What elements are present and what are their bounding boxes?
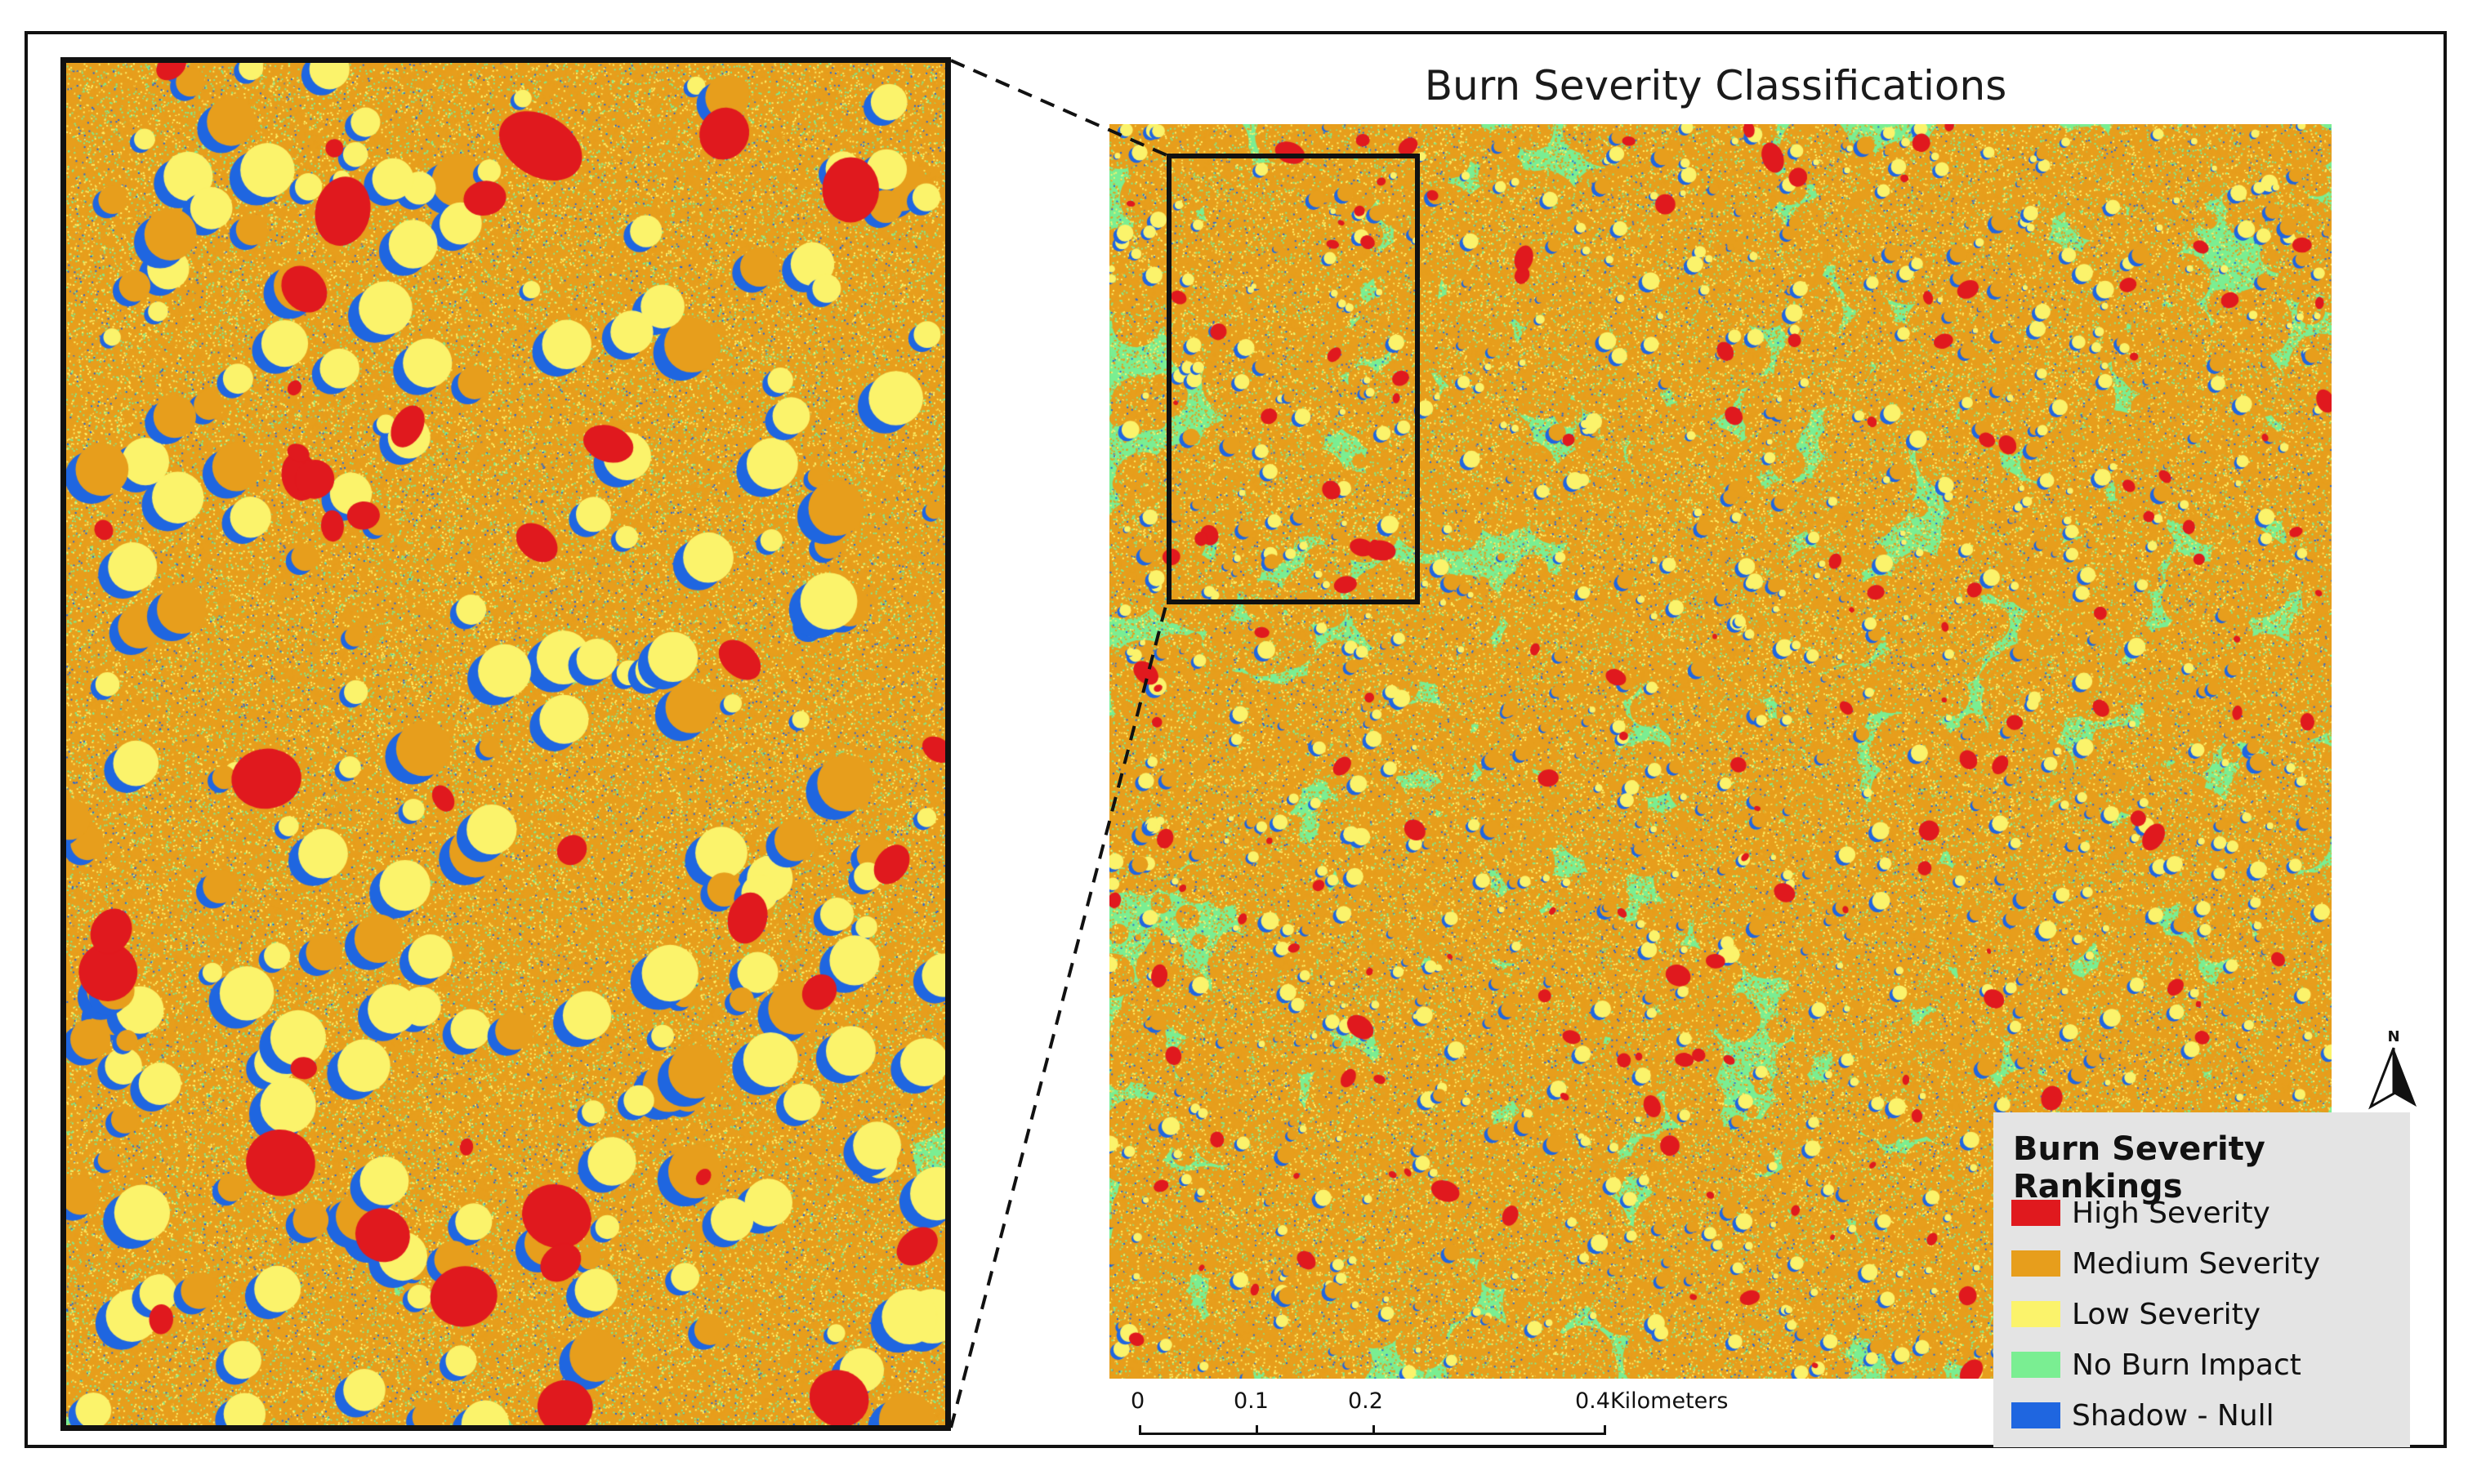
scale-bar-line: [1139, 1423, 1606, 1435]
legend-swatch-shadow: [2011, 1402, 2060, 1428]
map-title: Burn Severity Classifications: [1424, 62, 2007, 109]
legend-label-none: No Burn Impact: [2072, 1348, 2301, 1382]
scale-tick: [1256, 1425, 1258, 1435]
scale-bar: 0 0.1 0.2 0.4Kilometers: [1127, 1388, 1732, 1454]
scale-tick-label-1: 0.1: [1234, 1388, 1269, 1414]
legend-label-high: High Severity: [2072, 1196, 2270, 1230]
legend-swatch-high: [2011, 1200, 2060, 1226]
legend-item-none: No Burn Impact: [2011, 1344, 2301, 1385]
legend-swatch-none: [2011, 1352, 2060, 1378]
legend-item-shadow: Shadow - Null: [2011, 1395, 2274, 1436]
scale-tick: [1139, 1425, 1141, 1435]
north-arrow-icon: N: [2368, 1028, 2417, 1110]
inset-map[interactable]: [60, 57, 951, 1431]
legend-label-medium: Medium Severity: [2072, 1246, 2321, 1281]
legend-item-low: Low Severity: [2011, 1294, 2261, 1335]
legend-item-high: High Severity: [2011, 1192, 2270, 1233]
legend-swatch-low: [2011, 1301, 2060, 1327]
scale-tick: [1372, 1425, 1375, 1435]
scale-tick-label-0: 0: [1131, 1388, 1145, 1414]
legend-item-medium: Medium Severity: [2011, 1243, 2320, 1284]
map-frame: [25, 31, 2447, 1448]
scale-unit: Kilometers: [1609, 1388, 1729, 1414]
legend-label-shadow: Shadow - Null: [2072, 1398, 2274, 1433]
north-label: N: [2387, 1028, 2399, 1045]
scale-tick-label-3: 0.4Kilometers: [1575, 1388, 1729, 1414]
legend-label-low: Low Severity: [2072, 1297, 2261, 1331]
scale-tick: [1604, 1425, 1606, 1435]
legend: Burn Severity Rankings High Severity Med…: [1993, 1112, 2410, 1447]
legend-swatch-medium: [2011, 1250, 2060, 1277]
inset-extent-box: [1167, 154, 1420, 604]
legend-title: Burn Severity Rankings: [2013, 1130, 2265, 1205]
inset-map-raster: [66, 63, 945, 1425]
scale-tick-label-2: 0.2: [1348, 1388, 1383, 1414]
